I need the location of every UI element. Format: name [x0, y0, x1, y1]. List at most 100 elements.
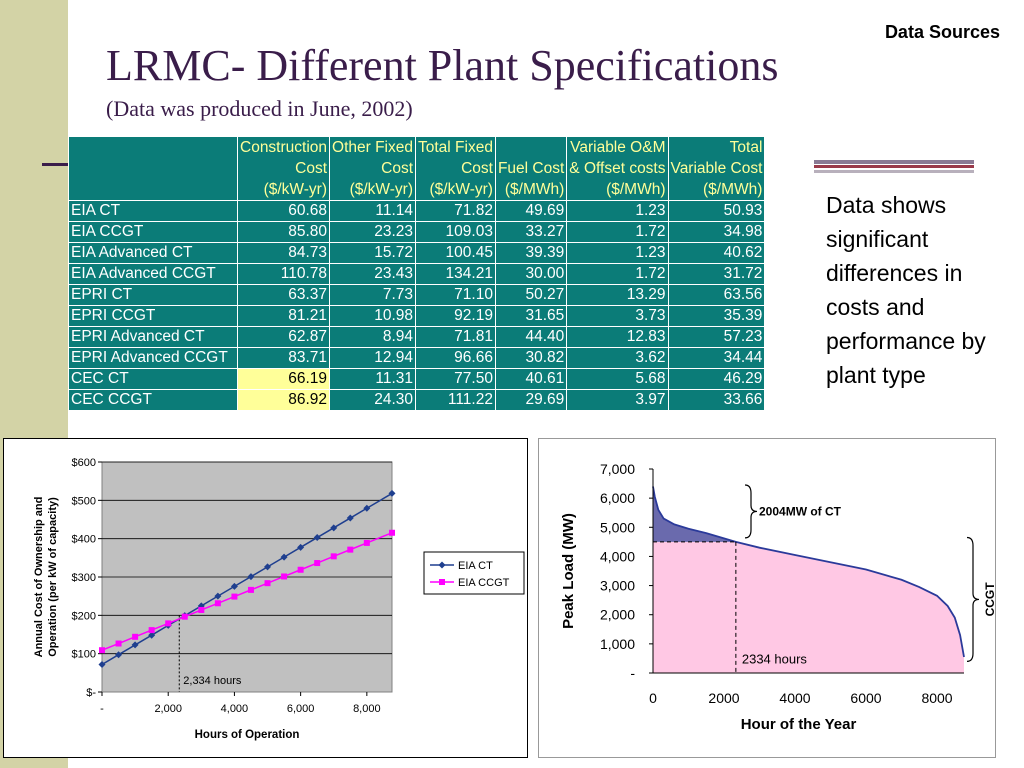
y-tick-label: 4,000 — [600, 548, 635, 564]
data-point — [230, 582, 238, 590]
row-label: EPRI Advanced CT — [68, 326, 238, 348]
legend-box — [423, 551, 525, 595]
column-header: ($/MWh) — [566, 179, 669, 201]
table-cell: 1.72 — [566, 263, 669, 285]
table-cell: 23.23 — [329, 221, 416, 243]
legend-entry: EIA CCGT — [458, 577, 510, 589]
column-header — [494, 137, 568, 158]
data-point — [214, 600, 221, 607]
legend-entry: EIA CT — [458, 560, 493, 572]
table-cell: 7.73 — [329, 284, 416, 306]
data-point — [363, 504, 371, 512]
column-header: Variable O&M — [566, 137, 669, 158]
column-header: ($/kW-yr) — [236, 179, 331, 201]
table-row: EIA CCGT 85.80 23.23 109.03 33.27 1.72 34.98 — [68, 221, 766, 243]
data-point — [297, 566, 304, 573]
table-cell: 3.73 — [566, 305, 669, 327]
data-point — [281, 573, 288, 580]
table-row: CEC CT 66.19 11.31 77.50 40.61 5.68 46.29 — [68, 368, 766, 390]
table-cell: 10.98 — [329, 305, 416, 327]
ct-brace — [744, 484, 758, 539]
table-cell: 1.23 — [566, 242, 669, 264]
y-tick-label: - — [630, 665, 635, 681]
data-point — [347, 546, 354, 553]
legend-marker — [439, 579, 445, 585]
data-point — [297, 543, 305, 551]
table-row: EPRI Advanced CT 62.87 8.94 71.81 44.40 12.83… — [68, 326, 766, 348]
x-tick-label: 8,000 — [353, 703, 381, 715]
data-point — [363, 539, 370, 546]
data-point — [132, 633, 139, 640]
x-tick-label: 4,000 — [221, 703, 249, 715]
table-cell: 8.94 — [329, 326, 416, 348]
table-cell: 60.68 — [236, 200, 331, 222]
y-axis-label: Annual Cost of Ownership and Operation (p… — [33, 497, 59, 658]
data-point — [181, 613, 188, 620]
series-line — [101, 492, 393, 666]
y-tick-label: 3,000 — [600, 578, 635, 594]
table-cell: 66.19 — [236, 368, 331, 390]
y-tick-label: $400 — [72, 534, 96, 546]
data-point — [389, 529, 395, 536]
data-sources-link[interactable]: Data Sources — [884, 22, 1000, 42]
ct-area — [653, 486, 736, 542]
table-cell: 77.50 — [415, 368, 496, 390]
column-header: Variable Cost — [667, 158, 766, 179]
column-header: Cost — [329, 158, 416, 179]
data-point — [264, 580, 271, 587]
y-tick-label: 2,000 — [600, 607, 635, 623]
table-header-blank — [68, 179, 238, 201]
plant-cost-table: Construction Other Fixed Total Fixed Variab… — [68, 137, 766, 411]
table-cell: 5.68 — [566, 368, 669, 390]
table-cell: 30.00 — [494, 263, 568, 285]
data-point — [98, 660, 106, 668]
cost-vs-hours-chart: $- $100 $200 $300 $400 $500 $600 - 2,000 4,000 6,0… — [3, 438, 528, 758]
y-tick-label: 5,000 — [600, 519, 635, 535]
column-header: Cost — [236, 158, 331, 179]
data-point — [247, 586, 254, 593]
data-point — [247, 573, 255, 581]
table-cell: 44.40 — [494, 326, 568, 348]
y-axis-label: Peak Load (MW) — [560, 513, 577, 629]
table-row: CEC CCGT 86.92 24.30 111.22 29.69 3.97 33.66 — [68, 389, 766, 411]
slide-subtitle: (Data was produced in June, 2002) — [106, 96, 413, 121]
data-point — [165, 620, 172, 627]
legend-marker — [438, 561, 446, 569]
y-tick-label: $- — [86, 687, 96, 699]
table-cell: 111.22 — [415, 389, 496, 411]
table-cell: 15.72 — [329, 242, 416, 264]
data-point — [264, 563, 272, 571]
y-tick-label: 7,000 — [600, 461, 635, 477]
table-cell: 96.66 — [415, 347, 496, 369]
table-header-blank — [68, 158, 238, 179]
column-header: Fuel Cost — [494, 158, 568, 179]
table-cell: 12.83 — [566, 326, 669, 348]
table-cell: 30.82 — [494, 347, 568, 369]
row-label: EPRI CT — [68, 284, 238, 306]
title-rule-right-light — [814, 170, 974, 173]
table-cell: 134.21 — [415, 263, 496, 285]
cost-vs-hours-chart-svg: $- $100 $200 $300 $400 $500 $600 - 2,000 4,000 6,0… — [33, 457, 525, 741]
table-header-row: ($/kW-yr) ($/kW-yr) ($/kW-yr) ($/MWh) ($/MWh… — [68, 179, 766, 201]
x-axis-label: Hours of Operation — [195, 729, 300, 741]
x-tick-label: 6000 — [850, 690, 881, 706]
x-axis-label: Hour of the Year — [741, 716, 857, 733]
load-duration-chart-svg: - 1,000 2,000 3,000 4,000 5,000 6,000 7,000 0 200… — [560, 461, 997, 733]
x-tick-label: 4000 — [779, 690, 810, 706]
row-label: EIA Advanced CCGT — [68, 263, 238, 285]
table-header-row: Cost Cost Cost Fuel Cost & Offset costs Varia… — [68, 158, 766, 179]
table-cell: 110.78 — [236, 263, 331, 285]
y-tick-label: $600 — [72, 457, 96, 469]
table-row: EPRI CCGT 81.21 10.98 92.19 31.65 3.73 35.39 — [68, 305, 766, 327]
table-cell: 12.94 — [329, 347, 416, 369]
data-point — [148, 631, 156, 639]
table-cell: 46.29 — [667, 368, 766, 390]
table-row: EIA Advanced CCGT 110.78 23.43 134.21 30.00 1… — [68, 263, 766, 285]
slide-title: LRMC- Different Plant Specifications — [106, 41, 779, 90]
ccgt-area — [653, 541, 964, 673]
table-cell: 83.71 — [236, 347, 331, 369]
column-header: Construction — [236, 137, 331, 158]
row-label: CEC CCGT — [68, 389, 238, 411]
column-header: ($/MWh) — [494, 179, 568, 201]
table-cell: 92.19 — [415, 305, 496, 327]
